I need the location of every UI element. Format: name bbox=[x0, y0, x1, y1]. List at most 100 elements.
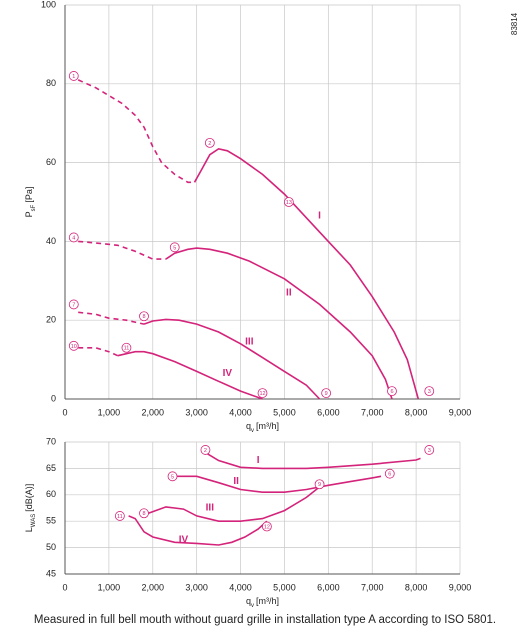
curve-label: III bbox=[206, 503, 215, 514]
x-tick-label: 6,000 bbox=[317, 582, 340, 592]
x-tick-label: 4,000 bbox=[229, 407, 252, 417]
point-marker bbox=[139, 311, 149, 322]
curve bbox=[193, 147, 420, 400]
y-axis-label-main: P bbox=[24, 211, 34, 217]
curve bbox=[148, 486, 321, 522]
point-number: 13 bbox=[286, 200, 292, 206]
y-tick-label: 0 bbox=[51, 393, 56, 403]
point-marker bbox=[121, 342, 132, 353]
point-number: 3 bbox=[428, 448, 431, 454]
x-tick-label: 2,000 bbox=[142, 582, 165, 592]
point-marker bbox=[261, 521, 272, 532]
point-marker bbox=[424, 386, 435, 397]
x-tick-label: 2,000 bbox=[142, 407, 165, 417]
point-marker bbox=[283, 197, 294, 207]
y-axis-label-main: L bbox=[24, 527, 34, 532]
x-axis-label-unit: [m³/h] bbox=[256, 596, 279, 606]
point-marker bbox=[68, 299, 79, 310]
y-axis-label: LWAS [dB(A)] bbox=[24, 484, 36, 532]
x-tick-label: 9,000 bbox=[449, 407, 472, 417]
x-axis-label-main: q bbox=[246, 596, 251, 606]
point-number: 5 bbox=[171, 474, 174, 480]
point-number: 10 bbox=[71, 344, 77, 350]
curve bbox=[165, 247, 393, 400]
curve-label: IV bbox=[179, 534, 189, 545]
x-tick-label: 1,000 bbox=[98, 582, 121, 592]
point-marker bbox=[169, 242, 180, 253]
y-tick-label: 65 bbox=[46, 463, 56, 473]
x-tick-label: 1,000 bbox=[98, 407, 121, 417]
curve bbox=[204, 451, 421, 470]
point-number: 6 bbox=[388, 472, 391, 478]
point-marker bbox=[68, 340, 79, 351]
curve bbox=[174, 475, 382, 493]
x-tick-label: 8,000 bbox=[405, 582, 428, 592]
point-marker bbox=[114, 511, 125, 521]
point-number: 5 bbox=[173, 245, 176, 251]
point-marker bbox=[384, 468, 395, 479]
curve bbox=[77, 79, 195, 184]
y-axis-label: PsF[Pa] bbox=[24, 187, 36, 218]
point-number: 11 bbox=[124, 346, 130, 352]
x-axis-label-main: q bbox=[246, 421, 251, 431]
y-tick-label: 50 bbox=[46, 542, 56, 552]
curve bbox=[143, 318, 321, 400]
curve-label: II bbox=[286, 287, 292, 298]
point-number: 8 bbox=[142, 314, 145, 320]
y-tick-label: 40 bbox=[46, 236, 56, 246]
point-marker bbox=[314, 479, 325, 490]
y-tick-label: 55 bbox=[46, 516, 56, 526]
x-tick-label: 6,000 bbox=[317, 407, 340, 417]
y-axis-label-sub: sF bbox=[31, 204, 37, 211]
point-marker bbox=[387, 386, 397, 397]
point-number: 4 bbox=[72, 235, 75, 241]
curve-label: I bbox=[318, 210, 321, 221]
point-number: 1 bbox=[72, 74, 75, 80]
curve-label: I bbox=[257, 455, 260, 466]
x-tick-label: 4,000 bbox=[229, 582, 252, 592]
x-axis-label-sub: v bbox=[251, 603, 254, 609]
x-tick-label: 0 bbox=[62, 582, 67, 592]
point-marker bbox=[257, 388, 268, 398]
y-tick-label: 60 bbox=[46, 157, 56, 167]
x-tick-label: 0 bbox=[62, 407, 67, 417]
point-number: 7 bbox=[72, 302, 75, 308]
curve bbox=[78, 240, 166, 260]
point-number: 8 bbox=[142, 511, 145, 517]
point-number: 11 bbox=[117, 514, 123, 520]
x-tick-label: 8,000 bbox=[405, 407, 428, 417]
y-tick-label: 100 bbox=[41, 0, 56, 9]
point-number: 12 bbox=[259, 391, 265, 397]
y-axis-label-sub: WAS bbox=[31, 514, 37, 527]
y-tick-label: 20 bbox=[46, 315, 56, 325]
curve-label: III bbox=[245, 337, 254, 348]
x-axis-label: qv [m³/h] bbox=[246, 421, 279, 433]
x-tick-label: 9,000 bbox=[449, 582, 472, 592]
curve-label: IV bbox=[223, 368, 233, 379]
curve bbox=[78, 311, 145, 325]
x-tick-label: 3,000 bbox=[185, 407, 208, 417]
x-tick-label: 7,000 bbox=[361, 582, 384, 592]
point-number: 3 bbox=[428, 389, 431, 395]
point-marker bbox=[204, 137, 215, 148]
y-tick-label: 60 bbox=[46, 489, 56, 499]
point-number: 9 bbox=[325, 391, 328, 397]
point-marker bbox=[424, 445, 435, 455]
point-marker bbox=[68, 71, 79, 81]
y-tick-label: 70 bbox=[46, 436, 56, 446]
point-number: 6 bbox=[390, 389, 393, 395]
point-marker bbox=[200, 445, 211, 455]
point-marker bbox=[167, 471, 178, 482]
point-marker bbox=[321, 388, 332, 398]
y-tick-label: 80 bbox=[46, 78, 56, 88]
x-axis-label: qv [m³/h] bbox=[246, 596, 279, 608]
point-number: 12 bbox=[264, 524, 270, 530]
point-number: 2 bbox=[204, 448, 207, 454]
curve bbox=[117, 350, 263, 400]
footer: Measured in full bell mouth without guar… bbox=[34, 614, 496, 626]
x-tick-label: 3,000 bbox=[185, 582, 208, 592]
curve-label: II bbox=[233, 476, 239, 487]
x-tick-label: 5,000 bbox=[273, 582, 296, 592]
